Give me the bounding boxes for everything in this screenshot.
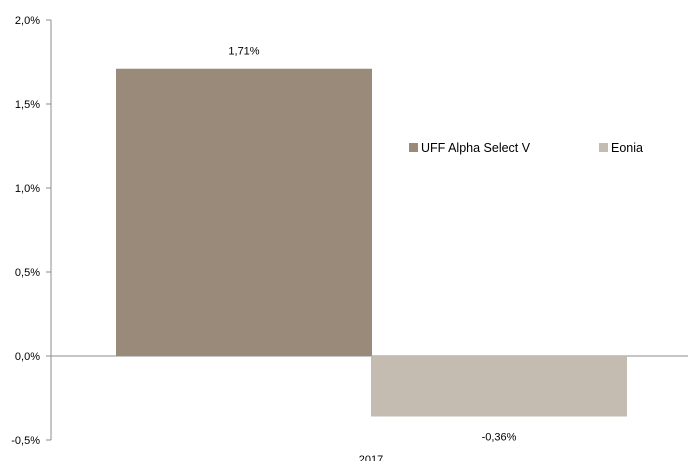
chart-legend: UFF Alpha Select V Eonia <box>409 141 643 155</box>
chart-data-labels: 1,71% -0,36% <box>228 46 516 444</box>
y-tick-label: 1,5% <box>15 99 40 111</box>
legend-swatch <box>409 143 418 152</box>
legend-swatch <box>599 143 608 152</box>
x-tick-label: 2017 <box>359 454 383 461</box>
chart-bars <box>116 68 627 417</box>
y-tick-label: 1,0% <box>15 183 40 195</box>
bar-eonia <box>371 356 627 417</box>
y-tick-label: 2,0% <box>15 15 40 27</box>
legend-label: Eonia <box>611 141 643 155</box>
data-label: 1,71% <box>228 46 259 58</box>
bar-uff-alpha-select-v <box>116 68 372 356</box>
legend-label: UFF Alpha Select V <box>421 141 531 155</box>
y-tick-label: 0,0% <box>15 351 40 363</box>
y-tick-label: 0,5% <box>15 267 40 279</box>
data-label: -0,36% <box>482 431 517 443</box>
y-tick-label: -0,5% <box>11 435 40 447</box>
